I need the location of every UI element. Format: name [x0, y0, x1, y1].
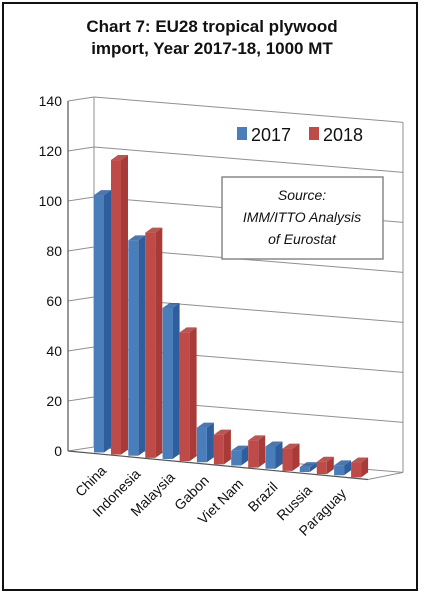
legend-label-2017: 2017: [251, 125, 291, 145]
source-line-3: of Eurostat: [268, 231, 337, 247]
bar-top-2017-china: [94, 190, 111, 196]
bar-side-2017-malaysia: [172, 303, 180, 459]
x-axis-line: [67, 450, 369, 481]
y-tick-label-140: 140: [39, 93, 63, 109]
bar-side-2017-china: [104, 190, 111, 453]
source-box: [221, 176, 384, 260]
bar-top-2018-indonesia: [145, 227, 163, 233]
gridline-140: [93, 96, 404, 123]
y-tick-label-20: 20: [46, 393, 62, 409]
gridline-120: [93, 146, 404, 173]
bar-top-2018-gabon: [213, 429, 231, 435]
y-tick-label-0: 0: [54, 443, 62, 459]
bar-top-2018-malaysia: [179, 327, 197, 333]
bar-side-2018-gabon: [223, 429, 231, 465]
bar-2018-brazil: [282, 448, 293, 471]
bar-top-2018-viet-nam: [248, 435, 266, 441]
bar-2018-paraguay: [351, 462, 362, 478]
gridline-side-120: [67, 146, 95, 152]
y-tick-label-120: 120: [39, 143, 63, 159]
legend: 2017 2018: [237, 125, 363, 145]
bar-top-2017-malaysia: [162, 303, 180, 309]
bar-2018-viet-nam: [248, 440, 259, 468]
bar-top-2017-indonesia: [128, 235, 146, 241]
bar-side-2017-indonesia: [138, 235, 146, 456]
gridline-side-100: [67, 196, 95, 202]
bar-2018-china: [111, 160, 121, 455]
bar-side-2018-china: [121, 155, 128, 455]
bar-side-2017-russia: [309, 462, 317, 473]
bar-top-2017-gabon: [196, 422, 214, 428]
bar-side-2018-brazil: [292, 443, 300, 471]
y-tick-label-80: 80: [46, 243, 62, 259]
bar-top-2017-brazil: [265, 441, 283, 447]
bar-top-2018-brazil: [282, 443, 300, 449]
bar-side-2018-indonesia: [155, 227, 163, 458]
bar-2017-russia: [299, 467, 310, 473]
bar-top-2017-paraguay: [334, 460, 352, 466]
chart-title-line-1: Chart 7: EU28 tropical plywood: [86, 17, 338, 36]
bar-side-2018-paraguay: [361, 457, 369, 478]
bar-2018-russia: [316, 461, 327, 475]
bar-top-2018-russia: [316, 456, 334, 462]
bar-2017-paraguay: [334, 465, 345, 476]
bar-2018-indonesia: [145, 232, 156, 458]
bar-top-2017-viet-nam: [231, 445, 249, 451]
bar-side-2018-russia: [326, 456, 334, 475]
bar-2017-brazil: [265, 446, 276, 469]
source-line-1: Source:: [278, 187, 326, 203]
bar-2017-viet-nam: [231, 450, 242, 466]
y-tick-label-40: 40: [46, 343, 62, 359]
y-tick-label-100: 100: [39, 193, 63, 209]
bar-top-2018-paraguay: [351, 457, 369, 463]
chart-title: Chart 7: EU28 tropical plywood import, Y…: [0, 16, 424, 60]
bar-side-2017-paraguay: [344, 460, 352, 476]
legend-swatch-2017: [237, 127, 247, 140]
bar-side-2018-viet-nam: [258, 435, 266, 468]
bar-2017-indonesia: [128, 240, 139, 456]
chart-title-line-2: import, Year 2017-18, 1000 MT: [91, 39, 333, 58]
legend-label-2018: 2018: [323, 125, 363, 145]
bar-2018-malaysia: [179, 332, 190, 462]
floor-right-edge: [367, 471, 404, 480]
bar-side-2017-viet-nam: [241, 445, 249, 466]
gridline-side-0: [67, 446, 95, 452]
bar-side-2017-brazil: [275, 441, 283, 469]
bar-layer: [94, 155, 369, 478]
bar-2017-malaysia: [162, 308, 173, 459]
gridline-side-80: [67, 246, 95, 252]
bar-top-2018-china: [111, 155, 128, 161]
source-line-2: IMM/ITTO Analysis: [243, 209, 361, 225]
bar-side-2017-gabon: [206, 422, 214, 463]
bar-2018-gabon: [213, 434, 224, 465]
gridline-side-60: [67, 296, 95, 302]
legend-swatch-2018: [309, 127, 319, 140]
gridline-side-140: [67, 96, 95, 102]
gridline-side-40: [67, 346, 95, 352]
bar-side-2018-malaysia: [189, 327, 197, 462]
bar-2017-china: [94, 195, 104, 453]
source-annotation: Source: IMM/ITTO Analysis of Eurostat: [221, 176, 384, 260]
gridline-side-20: [67, 396, 95, 402]
bar-top-2017-russia: [299, 462, 317, 468]
bar-2017-gabon: [196, 427, 207, 463]
y-tick-label-60: 60: [46, 293, 62, 309]
